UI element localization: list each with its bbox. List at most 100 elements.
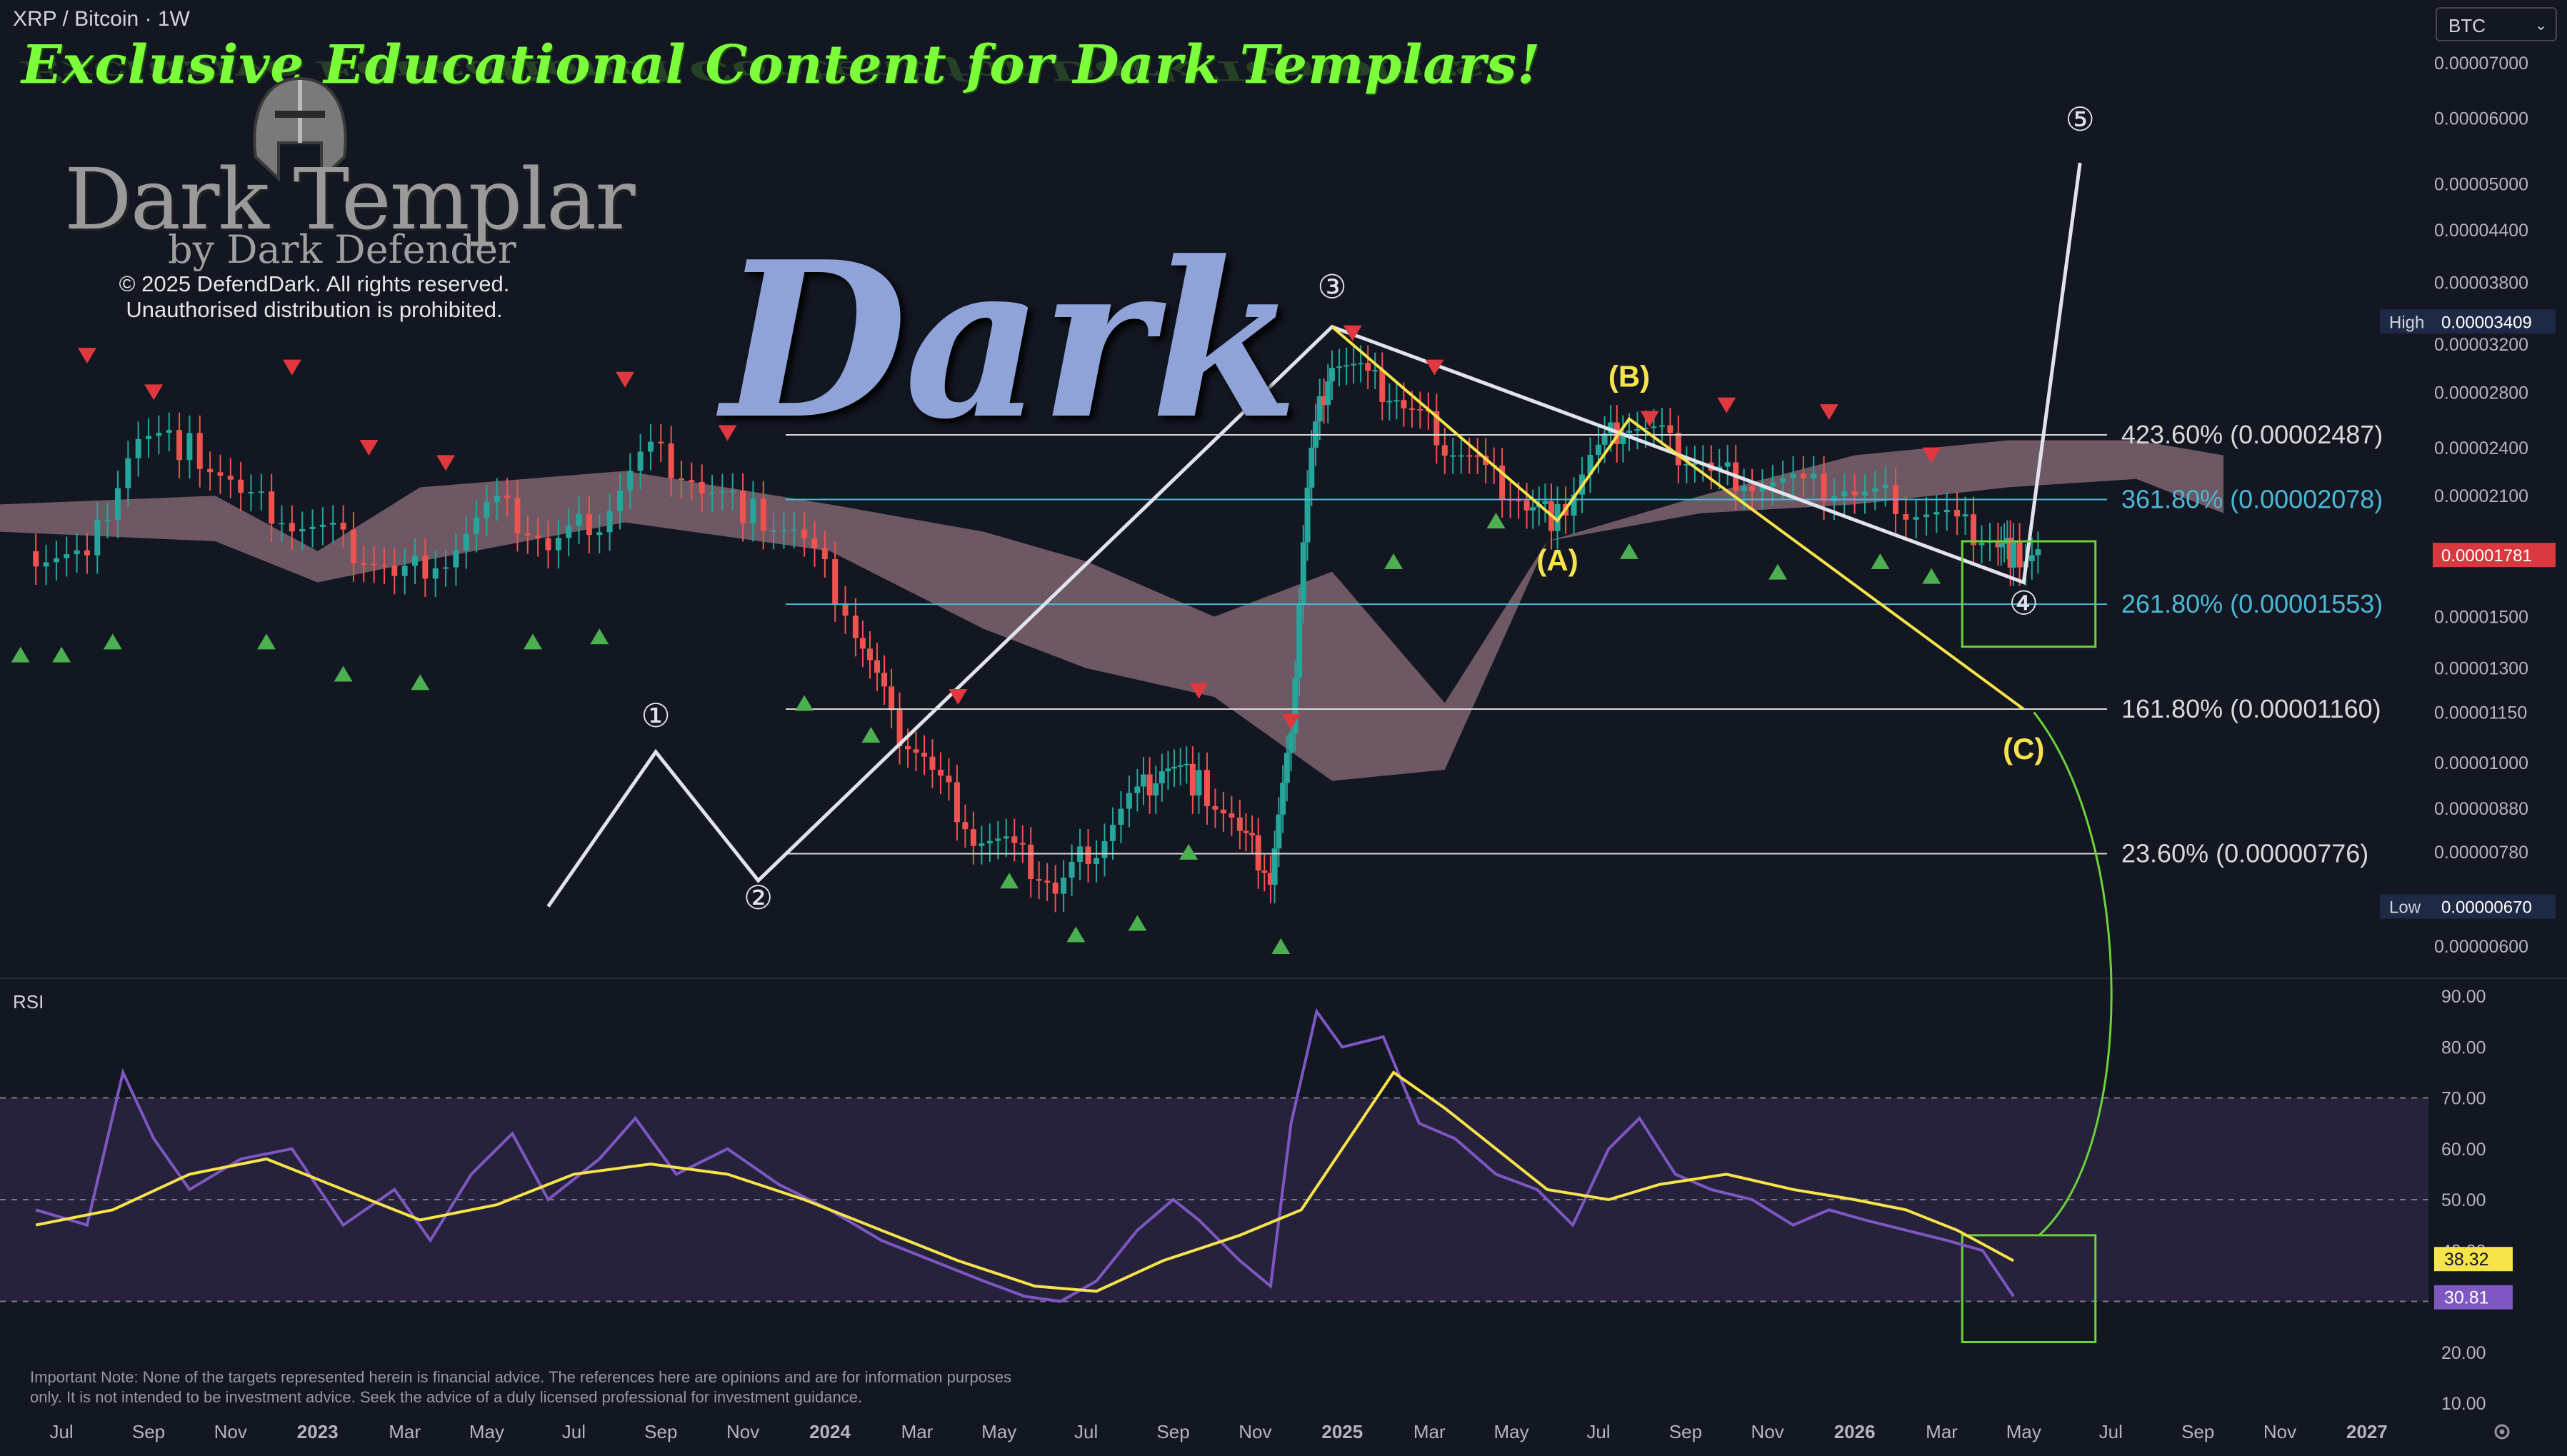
candle bbox=[881, 673, 888, 687]
candle bbox=[1962, 514, 1968, 517]
candle bbox=[309, 526, 316, 529]
gear-icon[interactable] bbox=[2491, 1421, 2513, 1442]
candle bbox=[627, 471, 634, 491]
buy-signal-icon bbox=[1271, 938, 1291, 954]
candle bbox=[74, 550, 80, 555]
candle bbox=[1052, 883, 1059, 894]
sell-signal-icon bbox=[1922, 447, 1941, 463]
candle bbox=[896, 710, 903, 746]
candle bbox=[555, 538, 561, 551]
candle bbox=[1417, 408, 1423, 411]
currency-select[interactable]: BTC ⌄ bbox=[2436, 7, 2557, 41]
candle bbox=[207, 468, 214, 473]
candle bbox=[258, 491, 264, 493]
rsi-axis-tick: 60.00 bbox=[2441, 1140, 2486, 1160]
candle bbox=[995, 838, 1001, 841]
price-axis-tick: 0.00004400 bbox=[2434, 221, 2528, 241]
candle bbox=[1691, 463, 1698, 465]
price-axis-tick: 0.00001300 bbox=[2434, 659, 2528, 679]
candle bbox=[719, 491, 726, 493]
candle bbox=[1271, 848, 1278, 885]
rsi-axis-tick: 10.00 bbox=[2441, 1394, 2486, 1414]
candle bbox=[1872, 488, 1878, 492]
candle bbox=[1085, 846, 1091, 864]
candle bbox=[1759, 486, 1766, 491]
sell-signal-icon bbox=[436, 455, 456, 471]
candle bbox=[1249, 833, 1256, 835]
candle bbox=[946, 775, 952, 783]
candle bbox=[1800, 473, 1806, 478]
price-axis-tick: 0.00001150 bbox=[2434, 703, 2527, 723]
wave-label: ③ bbox=[1317, 268, 1346, 306]
candle bbox=[1011, 836, 1018, 843]
candle bbox=[750, 498, 756, 523]
candle bbox=[658, 441, 664, 444]
candle bbox=[1316, 396, 1323, 422]
candle bbox=[1365, 363, 1371, 371]
candle bbox=[289, 523, 295, 532]
candle bbox=[1336, 366, 1343, 368]
candle bbox=[443, 567, 449, 569]
candle bbox=[1229, 813, 1235, 818]
candle bbox=[371, 563, 377, 566]
candle bbox=[1995, 540, 2001, 548]
buy-signal-icon bbox=[523, 633, 542, 650]
fib-level-label: 23.60% (0.00000776) bbox=[2121, 838, 2368, 868]
candle bbox=[432, 568, 439, 579]
buy-signal-icon bbox=[1179, 843, 1199, 860]
candle bbox=[1171, 766, 1178, 769]
candle bbox=[1971, 514, 1977, 546]
candle bbox=[1134, 786, 1141, 793]
candle bbox=[156, 433, 162, 436]
rsi-axis-tick: 70.00 bbox=[2441, 1089, 2486, 1109]
candle bbox=[330, 523, 336, 525]
time-axis-tick: Mar bbox=[901, 1421, 934, 1442]
distribution-line: Unauthorised distribution is prohibited. bbox=[126, 297, 503, 322]
price-axis-tick: 0.00005000 bbox=[2434, 174, 2528, 194]
candle bbox=[1466, 455, 1473, 457]
time-axis-tick: Jul bbox=[2099, 1421, 2123, 1442]
candle bbox=[1474, 455, 1481, 457]
candle bbox=[299, 528, 306, 532]
buy-signal-icon bbox=[11, 646, 30, 663]
time-axis-tick: Mar bbox=[1926, 1421, 1958, 1442]
buy-signal-icon bbox=[1486, 512, 1506, 528]
candle bbox=[1351, 363, 1357, 366]
candle bbox=[2010, 540, 2016, 568]
candle bbox=[1212, 806, 1219, 810]
candle bbox=[248, 492, 254, 494]
candle bbox=[1028, 844, 1034, 880]
candle bbox=[33, 551, 39, 567]
symbol-title[interactable]: XRP / Bitcoin · 1W bbox=[13, 7, 190, 31]
rsi-pane-title[interactable]: RSI bbox=[13, 991, 44, 1013]
candle bbox=[1288, 733, 1294, 753]
candle bbox=[1923, 514, 1930, 518]
candle bbox=[859, 638, 866, 649]
candle bbox=[1308, 447, 1315, 488]
candle bbox=[1441, 445, 1448, 456]
candle bbox=[1069, 861, 1075, 878]
candle bbox=[319, 524, 326, 527]
buy-signal-icon bbox=[861, 727, 881, 743]
candle bbox=[913, 749, 919, 753]
candle bbox=[176, 430, 183, 461]
wave-label: ② bbox=[744, 879, 773, 916]
candle bbox=[1304, 487, 1311, 543]
candle bbox=[1284, 753, 1290, 783]
candle bbox=[114, 488, 121, 520]
candle bbox=[637, 451, 644, 471]
time-axis-tick: Mar bbox=[389, 1421, 421, 1442]
time-axis-tick: Nov bbox=[1239, 1421, 1271, 1442]
candle bbox=[842, 603, 849, 616]
candle bbox=[1343, 365, 1350, 367]
candle bbox=[2001, 541, 2008, 544]
fib-level-label: 261.80% (0.00001553) bbox=[2121, 589, 2383, 618]
candle bbox=[1516, 499, 1522, 501]
candle bbox=[1292, 678, 1298, 733]
chevron-down-icon: ⌄ bbox=[2535, 18, 2547, 34]
candle bbox=[340, 523, 346, 530]
wave-label: ① bbox=[641, 697, 671, 734]
price-axis-tick: 0.00006000 bbox=[2434, 109, 2528, 129]
